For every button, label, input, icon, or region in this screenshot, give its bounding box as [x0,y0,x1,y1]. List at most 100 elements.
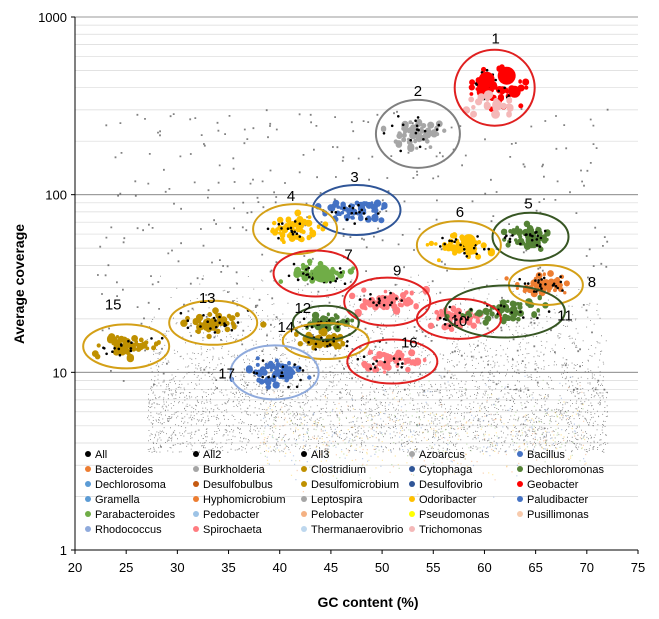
legend-label: Dechlorosoma [95,479,167,491]
cluster-5-label: 5 [524,196,532,213]
cluster-1-label: 1 [492,31,500,48]
legend: All All2 All3 Azoarcus Bacillus Bacteroides Bu… [85,449,605,536]
x-tick-label: 60 [477,560,491,575]
x-tick-label: 30 [170,560,184,575]
legend-marker [409,466,415,472]
legend-label: Desulfobulbus [203,479,273,491]
cluster-1-large-point [497,66,516,85]
legend-label: Thermanaerovibrio [311,524,403,536]
cluster-11-circle [443,284,566,339]
cluster-4-points [270,209,329,245]
legend-marker [193,496,199,502]
cluster-1-large-point [478,71,495,88]
legend-label: Paludibacter [527,494,588,506]
legend-label: Odoribacter [419,494,477,506]
cluster-6-large-point [461,234,476,249]
legend-marker [409,526,415,532]
y-tick-labels: 1 10 100 1000 [38,10,67,558]
cluster-17-points [229,356,312,390]
cluster-4-label: 4 [287,188,295,205]
y-tick-label: 10 [53,365,67,380]
legend-label: Bacteroides [95,464,154,476]
cluster-9-black-points [358,291,403,307]
legend-marker [193,526,199,532]
y-axis-label: Average coverage [11,224,27,344]
cluster-1-circle [453,48,536,127]
legend-label: Desulfovibrio [419,479,483,491]
cluster-9-label: 9 [393,263,401,280]
x-tick-label: 65 [528,560,542,575]
cluster-1-pink-points [462,90,514,119]
cluster-16-points [361,349,427,374]
legend-label: Pelobacter [311,509,364,521]
legend-label: Clostridium [311,464,366,476]
x-axis-label: GC content (%) [317,594,418,610]
cluster-5-points [500,220,551,252]
legend-marker [409,511,415,517]
y-tick-label: 1 [60,543,67,558]
cluster-13-circle [168,299,259,346]
legend-marker [301,496,307,502]
cluster-12-points [305,311,355,333]
cluster-7-circle [272,249,359,298]
cluster-7-black-points [287,262,347,285]
legend-label: Dechloromonas [527,464,605,476]
x-tick-label: 20 [68,560,82,575]
legend-label: Spirochaeta [203,524,263,536]
legend-marker [301,451,307,457]
legend-label: All [95,449,107,461]
cluster-12-circle [291,304,360,341]
legend-marker [85,481,91,487]
x-tick-label: 45 [324,560,338,575]
legend-marker [193,481,199,487]
legend-marker [517,496,523,502]
legend-label: Parabacteroides [95,509,176,521]
cluster-11-label: 11 [557,307,573,324]
cluster-6-label: 6 [456,204,464,221]
x-tick-label: 75 [631,560,645,575]
y-tick-label: 1000 [38,10,67,25]
y-tick-label: 100 [45,188,67,203]
cluster-8-label: 8 [588,274,596,291]
cluster-6-points [425,232,495,263]
cluster-16-circle [346,338,439,385]
cluster-11-points [444,294,549,326]
legend-marker [85,466,91,472]
legend-label: All2 [203,449,221,461]
legend-label: Leptospira [311,494,363,506]
legend-label: Trichomonas [419,524,483,536]
legend-marker [409,481,415,487]
cluster-1-points [468,64,530,112]
x-tick-label: 25 [119,560,133,575]
legend-marker [193,466,199,472]
cluster-2-circle [374,98,461,169]
cluster-17-circle [229,344,320,401]
cluster-8-points [504,270,570,298]
axes [71,16,639,554]
legend-label: Desulfomicrobium [311,479,399,491]
cluster-7-large-point [312,264,331,283]
cluster-4-black-points [266,220,302,240]
legend-marker [85,496,91,502]
cluster-2-points [380,118,447,152]
legend-label: Gramella [95,494,141,506]
x-tick-label: 50 [375,560,389,575]
legend-marker [301,466,307,472]
legend-label: Pusillimonas [527,509,589,521]
cluster-9-points [348,285,430,318]
legend-label: Rhodococcus [95,524,162,536]
cluster-17-label: 17 [218,365,235,382]
x-tick-label: 55 [426,560,440,575]
legend-marker [193,451,199,457]
cluster-3-label: 3 [350,169,358,186]
legend-label: All3 [311,449,329,461]
legend-marker [517,511,523,517]
legend-label: Hyphomicrobium [203,494,286,506]
cluster-1-large-point [508,85,521,98]
legend-marker [517,481,523,487]
cluster-16-label: 16 [401,335,418,352]
legend-label: Pedobacter [203,509,260,521]
cluster-14-label: 14 [277,319,294,336]
